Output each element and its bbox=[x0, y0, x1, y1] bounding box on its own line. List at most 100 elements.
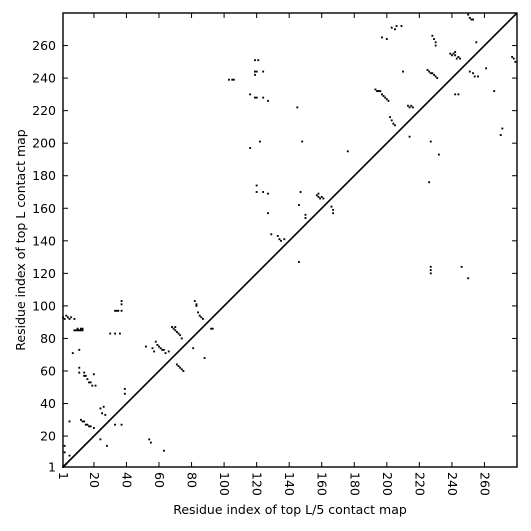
contact-point-upper bbox=[211, 327, 214, 330]
contact-point-upper bbox=[319, 197, 322, 200]
contact-point-upper bbox=[298, 261, 300, 263]
contact-point-lower bbox=[123, 392, 126, 395]
x-axis-label: Residue index of top L/5 contact map bbox=[173, 502, 407, 517]
contact-point-upper bbox=[470, 18, 473, 21]
contact-point-lower bbox=[105, 444, 108, 447]
x-tick-label: 20 bbox=[87, 472, 102, 488]
contact-point-upper bbox=[485, 67, 488, 70]
y-tick-label: 240 bbox=[32, 71, 56, 86]
contact-point-lower bbox=[171, 326, 173, 328]
contact-point-lower bbox=[460, 265, 463, 268]
contact-point-upper bbox=[382, 95, 385, 97]
contact-point-lower bbox=[101, 412, 103, 415]
x-tick-label: 100 bbox=[217, 472, 232, 496]
contact-point-upper bbox=[408, 135, 411, 138]
y-tick-label: 120 bbox=[32, 266, 56, 281]
contact-point-upper bbox=[322, 197, 325, 200]
contact-point-lower bbox=[88, 425, 90, 428]
contact-point-lower bbox=[174, 329, 177, 332]
diagonal-line bbox=[62, 12, 518, 468]
contact-point-upper bbox=[402, 70, 405, 73]
contact-point-upper bbox=[436, 77, 439, 80]
contact-point-lower bbox=[63, 317, 66, 320]
contact-point-upper bbox=[390, 26, 393, 29]
contact-point-upper bbox=[257, 59, 260, 62]
contact-point-upper bbox=[454, 93, 457, 96]
contact-point-upper bbox=[394, 124, 396, 127]
contact-point-upper bbox=[267, 192, 269, 195]
contact-point-lower bbox=[177, 332, 180, 335]
contact-point-upper bbox=[255, 184, 258, 187]
contact-point-lower bbox=[102, 405, 105, 408]
contact-point-upper bbox=[454, 54, 457, 57]
contact-point-lower bbox=[99, 407, 102, 410]
contact-point-upper bbox=[193, 300, 196, 302]
contact-point-upper bbox=[296, 106, 299, 109]
contact-point-upper bbox=[475, 41, 478, 44]
contact-point-lower bbox=[68, 454, 71, 457]
contact-point-upper bbox=[262, 96, 265, 99]
contact-point-upper bbox=[120, 300, 123, 302]
contact-point-upper bbox=[457, 55, 460, 58]
y-tick-label: 1 bbox=[48, 460, 56, 475]
contact-point-upper bbox=[459, 57, 461, 60]
contact-point-upper bbox=[379, 90, 382, 93]
contact-point-lower bbox=[91, 384, 94, 387]
contact-point-upper bbox=[400, 25, 403, 27]
contact-point-lower bbox=[78, 348, 81, 351]
y-tick-label: 100 bbox=[32, 298, 56, 313]
contact-point-lower bbox=[437, 153, 440, 156]
contact-point-upper bbox=[195, 303, 198, 306]
contact-point-lower bbox=[92, 373, 95, 376]
contact-point-upper bbox=[390, 119, 393, 122]
contact-point-upper bbox=[408, 106, 411, 109]
x-tick-label: 180 bbox=[347, 472, 362, 496]
contact-point-upper bbox=[384, 96, 387, 99]
contact-point-upper bbox=[202, 317, 204, 320]
contact-point-lower bbox=[429, 269, 432, 272]
contact-point-upper bbox=[449, 52, 452, 55]
contact-point-lower bbox=[158, 345, 160, 348]
contact-point-lower bbox=[94, 384, 97, 387]
contact-point-upper bbox=[283, 238, 286, 241]
contact-point-upper bbox=[389, 116, 392, 119]
contact-point-lower bbox=[86, 423, 89, 426]
contact-point-upper bbox=[426, 69, 429, 71]
x-tick-label: 240 bbox=[445, 472, 460, 496]
contact-point-upper bbox=[255, 96, 258, 99]
contact-point-upper bbox=[254, 96, 256, 99]
contact-point-upper bbox=[78, 329, 81, 332]
contact-point-upper bbox=[249, 147, 252, 149]
contact-point-lower bbox=[149, 441, 152, 444]
contact-point-upper bbox=[299, 191, 302, 193]
contact-point-upper bbox=[228, 78, 230, 81]
contact-point-upper bbox=[320, 195, 323, 198]
contact-point-upper bbox=[381, 36, 383, 39]
contact-point-lower bbox=[162, 449, 165, 452]
contact-point-upper bbox=[200, 316, 203, 319]
contact-point-lower bbox=[153, 350, 156, 353]
contact-point-lower bbox=[120, 423, 123, 426]
y-tick-label: 140 bbox=[32, 233, 56, 248]
contact-point-upper bbox=[374, 88, 377, 91]
contact-point-lower bbox=[164, 352, 167, 355]
contact-point-upper bbox=[473, 75, 476, 78]
contact-point-upper bbox=[385, 38, 388, 40]
contact-point-upper bbox=[433, 38, 435, 40]
x-axis-ticks: 1 20 40 60 80 100 120 140 160 180 200 220 240 260 bbox=[56, 13, 492, 496]
contact-point-upper bbox=[429, 72, 432, 75]
x-tick-label: 260 bbox=[477, 472, 492, 496]
contact-point-lower bbox=[88, 381, 90, 384]
y-tick-label: 200 bbox=[32, 136, 56, 151]
contact-point-upper bbox=[109, 332, 112, 335]
contact-point-upper bbox=[198, 314, 201, 317]
contact-point-upper bbox=[431, 34, 434, 37]
contact-point-lower bbox=[68, 420, 71, 423]
contact-point-upper bbox=[407, 104, 409, 107]
contact-point-upper bbox=[254, 73, 256, 76]
contact-point-lower bbox=[83, 371, 86, 374]
contact-point-lower bbox=[429, 272, 432, 275]
contact-point-upper bbox=[255, 70, 258, 73]
contact-point-upper bbox=[377, 90, 380, 93]
contact-point-upper bbox=[332, 212, 335, 215]
